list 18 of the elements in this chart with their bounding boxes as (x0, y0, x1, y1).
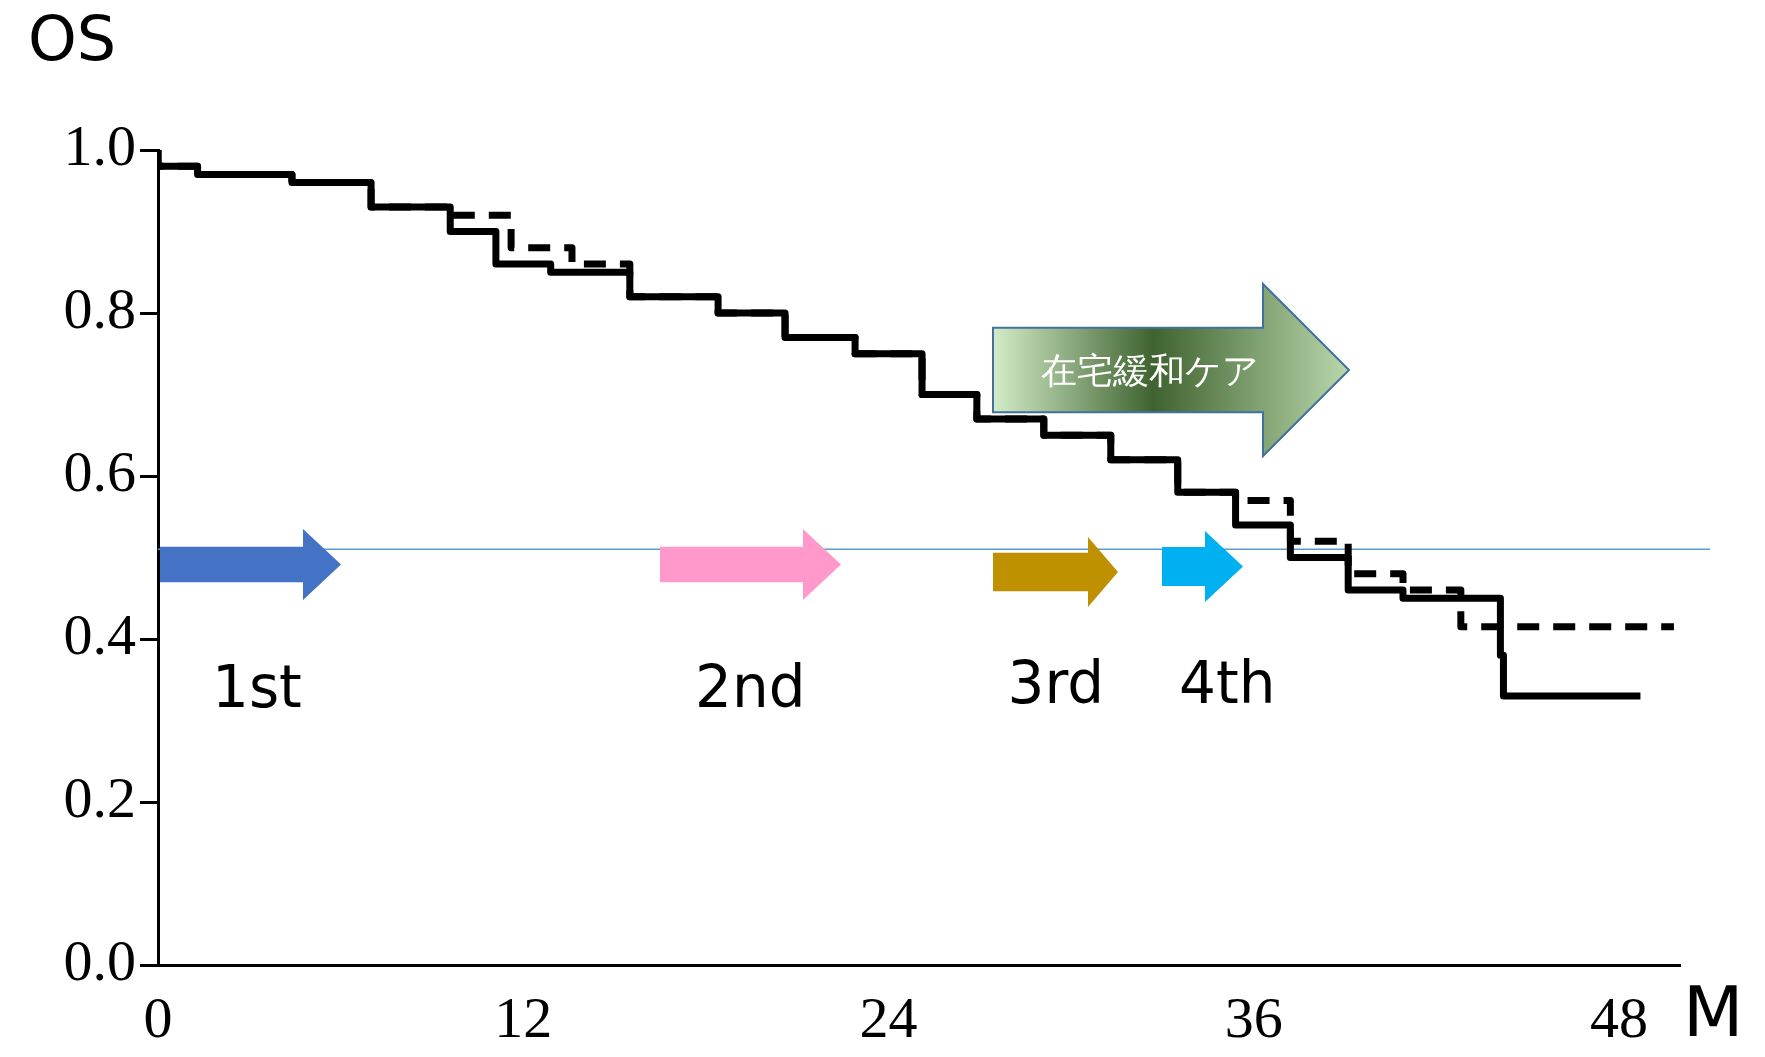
y-tick-label: 0.0 (63, 928, 136, 994)
annotation: 4th (1179, 649, 1276, 717)
annotation: 3rd (1007, 649, 1105, 717)
y-tick-label: 1.0 (63, 113, 136, 179)
x-axis-title: M (1683, 971, 1744, 1053)
x-tick-label: 12 (494, 985, 553, 1051)
y-axis-title: OS (28, 2, 117, 75)
x-tick-label: 48 (1590, 985, 1649, 1051)
annotation: 2nd (695, 653, 806, 721)
x-tick-label: 24 (859, 985, 918, 1051)
annotation: 1st (212, 653, 302, 721)
y-tick-label: 0.6 (63, 439, 136, 505)
annotation: 在宅緩和ケア (1041, 348, 1259, 393)
x-tick-label: 36 (1224, 985, 1283, 1051)
y-tick-label: 0.2 (63, 765, 136, 831)
y-tick-label: 0.8 (63, 276, 136, 342)
x-tick-label: 0 (143, 985, 173, 1051)
y-tick-label: 0.4 (63, 602, 136, 668)
